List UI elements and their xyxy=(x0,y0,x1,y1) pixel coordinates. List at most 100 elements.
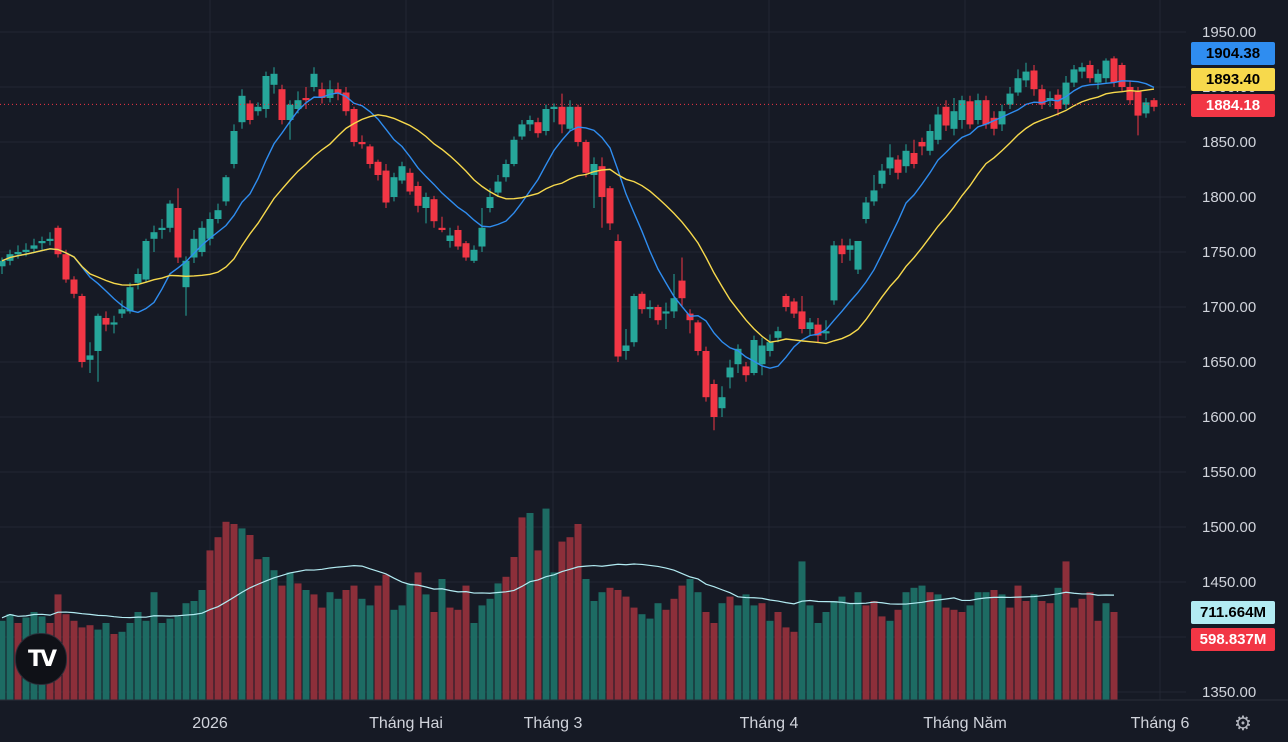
candle-body xyxy=(406,172,414,192)
volume-bar xyxy=(334,598,342,700)
volume-bar xyxy=(702,612,710,700)
candle-body xyxy=(1126,87,1134,101)
candle-body xyxy=(982,100,990,125)
candle-body xyxy=(1086,65,1094,79)
x-tick-label: Tháng 4 xyxy=(740,715,799,732)
candle-body xyxy=(838,245,846,255)
volume-bar xyxy=(70,620,78,700)
y-axis-layer: 1950.001900.001850.001800.001750.001700.… xyxy=(1202,24,1256,701)
candle-body xyxy=(142,241,150,280)
candle-body xyxy=(854,241,862,270)
y-tick-label: 1450.00 xyxy=(1202,574,1256,591)
volume-bar xyxy=(998,594,1006,700)
candle-body xyxy=(894,159,902,173)
volume-bar xyxy=(118,631,126,700)
volume-bar xyxy=(294,583,302,700)
candle-body xyxy=(46,238,54,241)
candle-body xyxy=(790,301,798,314)
volume-bar xyxy=(0,620,6,700)
volume-bar xyxy=(526,513,534,700)
candle-body xyxy=(1118,65,1126,87)
candle-body xyxy=(214,210,222,219)
volume-bar xyxy=(1062,561,1070,700)
y-tick-label: 1650.00 xyxy=(1202,354,1256,371)
volume-bar xyxy=(518,517,526,700)
candle-body xyxy=(270,73,278,85)
candle-body xyxy=(966,101,974,125)
candle-body xyxy=(646,307,654,310)
volume-bar xyxy=(902,592,910,700)
volume-bar xyxy=(1038,601,1046,700)
y-tick-label: 1700.00 xyxy=(1202,299,1256,316)
candle-body xyxy=(1022,71,1030,81)
volume-bar xyxy=(430,612,438,700)
volume-bar xyxy=(966,605,974,700)
x-tick-label: Tháng Năm xyxy=(923,715,1007,732)
x-tick-label: Tháng 3 xyxy=(524,715,583,732)
volume-bar xyxy=(822,612,830,700)
ma-yellow-price-tag: 1893.40 xyxy=(1191,68,1275,91)
volume-bar xyxy=(878,616,886,700)
settings-gear-icon[interactable]: ⚙ xyxy=(1234,712,1252,735)
candle-body xyxy=(294,100,302,109)
candle-body xyxy=(726,367,734,378)
candle-body xyxy=(1062,82,1070,105)
y-tick-label: 1750.00 xyxy=(1202,244,1256,261)
candle-body xyxy=(78,296,86,362)
candle-body xyxy=(958,100,966,120)
volume-bar xyxy=(254,559,262,700)
candle-body xyxy=(254,106,262,112)
candle-body xyxy=(1070,69,1078,83)
candle-body xyxy=(422,197,430,208)
volume-bar xyxy=(222,521,230,700)
candle-body xyxy=(22,249,30,252)
candle-body xyxy=(1054,94,1062,109)
candle-body xyxy=(886,157,894,169)
candle-body xyxy=(478,227,486,247)
candle-body xyxy=(1150,100,1158,107)
volume-bar xyxy=(1022,601,1030,700)
candle-body xyxy=(94,315,102,351)
volume-bar xyxy=(958,612,966,700)
volume-bar xyxy=(566,537,574,700)
volume-bar xyxy=(454,609,462,700)
candle-body xyxy=(518,124,526,137)
candle-body xyxy=(398,166,406,181)
x-tick-label: Tháng 6 xyxy=(1131,715,1190,732)
candle-body xyxy=(734,348,742,365)
volume-bar xyxy=(462,585,470,700)
candle-body xyxy=(742,366,750,376)
volume-bar xyxy=(990,590,998,700)
volume-bar xyxy=(502,576,510,700)
candle-body xyxy=(910,153,918,164)
ma-layer xyxy=(1,80,1155,369)
volume-bar xyxy=(494,583,502,700)
candle-body xyxy=(510,139,518,164)
volume-bar xyxy=(654,603,662,700)
volume-bar xyxy=(1102,603,1110,700)
volume-bar xyxy=(950,609,958,700)
tradingview-logo-icon[interactable]: TV xyxy=(15,633,67,685)
volume-bar xyxy=(286,572,294,700)
candle-body xyxy=(390,177,398,197)
volume-bar xyxy=(382,574,390,700)
candle-body xyxy=(1078,67,1086,72)
volume-bar xyxy=(206,550,214,700)
candle-body xyxy=(494,181,502,193)
volume-bar xyxy=(158,623,166,700)
candle-body xyxy=(542,109,550,131)
candle-body xyxy=(198,227,206,252)
volume-bar xyxy=(486,598,494,700)
candle-body xyxy=(1134,91,1142,116)
candle-body xyxy=(1030,70,1038,90)
volume-bar xyxy=(694,592,702,700)
volume-ma-tag: 711.664M xyxy=(1191,601,1275,624)
volume-bar xyxy=(734,605,742,700)
candle-body xyxy=(342,92,350,112)
candle-body xyxy=(230,131,238,164)
y-tick-label: 1850.00 xyxy=(1202,134,1256,151)
volume-bar xyxy=(870,601,878,700)
ma-blue-price-tag: 1904.38 xyxy=(1191,42,1275,65)
x-axis-layer: 2026 Tháng Hai Tháng 3 Tháng 4 Tháng Năm Thán… xyxy=(0,699,1288,732)
